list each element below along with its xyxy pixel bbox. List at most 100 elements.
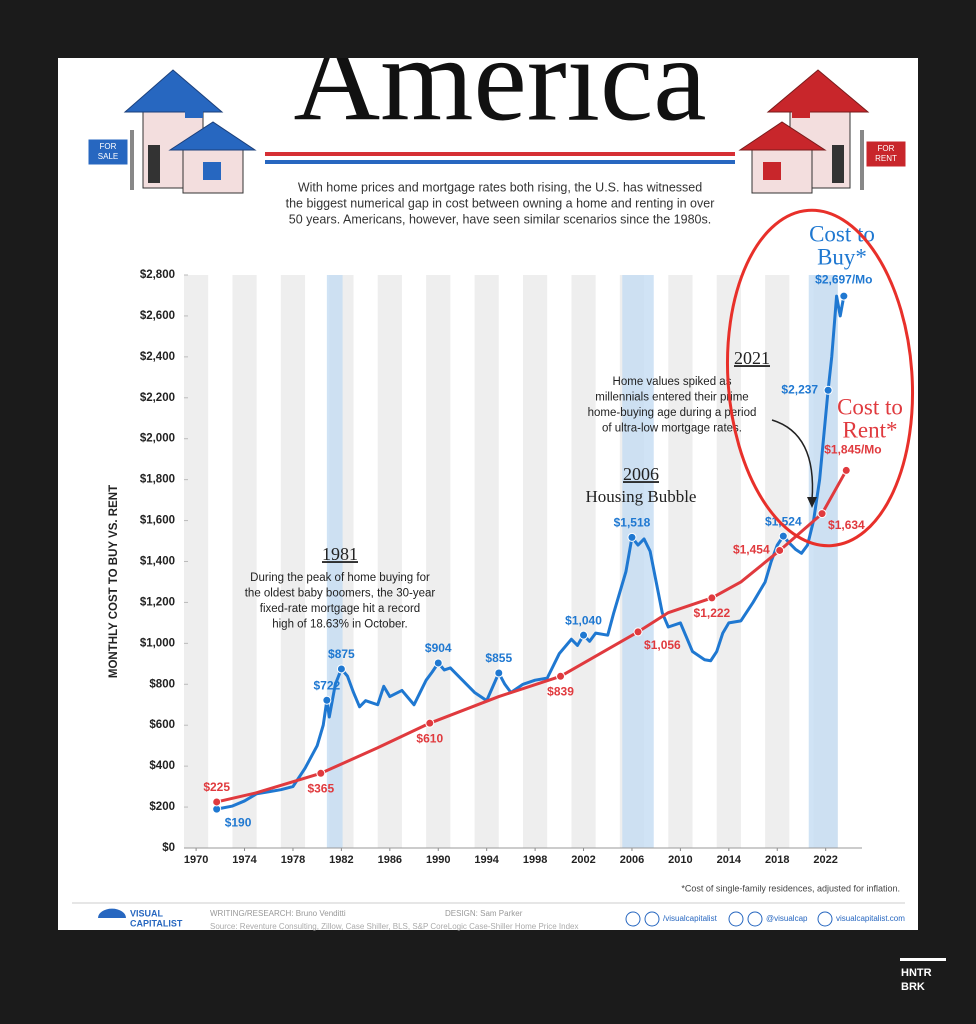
sign-text: RENT xyxy=(875,154,897,163)
stripe xyxy=(265,160,735,164)
watermark: BRK xyxy=(901,981,925,993)
social[interactable]: visualcapitalist.com xyxy=(836,914,905,923)
x-tick-label: 1998 xyxy=(523,854,547,866)
data-point xyxy=(823,385,833,395)
y-tick-label: $2,000 xyxy=(140,433,175,445)
data-point xyxy=(778,531,788,541)
social[interactable]: /visualcapitalist xyxy=(663,914,718,923)
data-label: $610 xyxy=(416,731,443,745)
data-label: $1,056 xyxy=(644,638,681,652)
data-point xyxy=(556,671,566,681)
data-label: $1,222 xyxy=(694,606,731,620)
stripe xyxy=(280,275,306,848)
data-point xyxy=(839,291,849,301)
stripe xyxy=(571,275,596,848)
x-tick-label: 2022 xyxy=(813,854,837,866)
logo-icon xyxy=(98,908,126,918)
stripe xyxy=(232,275,257,848)
logo: VISUAL xyxy=(130,908,164,918)
y-tick-label: $1,800 xyxy=(140,474,175,486)
annotation-text: the oldest baby boomers, the 30-year xyxy=(245,588,436,600)
data-label: $225 xyxy=(203,780,230,794)
highlight-band xyxy=(808,275,838,848)
y-tick-label: $2,800 xyxy=(140,269,175,281)
icon xyxy=(817,911,833,927)
annotation-text: fixed-rate mortgage hit a record xyxy=(260,603,420,615)
arrow xyxy=(771,419,814,501)
legend-label: Cost to xyxy=(837,394,903,419)
logo: CAPITALIST xyxy=(130,918,183,928)
data-point xyxy=(707,593,717,603)
icon xyxy=(728,911,744,927)
footnote: *Cost of single-family residences, adjus… xyxy=(681,883,900,893)
x-tick-label: 2014 xyxy=(717,854,742,866)
y-tick-label: $800 xyxy=(149,678,175,690)
watermark: HNTR xyxy=(901,967,932,979)
y-tick-label: $200 xyxy=(149,801,175,813)
legend-label: Rent* xyxy=(843,417,898,442)
watermark-bar xyxy=(900,958,946,961)
credit: WRITING/RESEARCH: Bruno Venditti xyxy=(210,909,346,918)
house-right xyxy=(738,69,907,194)
data-point xyxy=(322,695,332,705)
data-point xyxy=(425,718,435,728)
stripe xyxy=(184,275,209,848)
source: Source: Reventure Consulting, Zillow, Ca… xyxy=(210,922,578,931)
annotation-text: Home values spiked as xyxy=(613,376,732,388)
credit: DESIGN: Sam Parker xyxy=(445,909,523,918)
icon xyxy=(644,911,660,927)
data-label: $875 xyxy=(328,647,355,661)
chart: $0 $200 $400 $600 $800 $1,000 $1,200 $1,400 $1,6… xyxy=(108,221,903,866)
stripe xyxy=(765,275,790,848)
x-tick-label: 1974 xyxy=(232,854,257,866)
subtitle: 50 years. Americans, however, have seen … xyxy=(289,212,711,226)
x-tick-label: 1990 xyxy=(426,854,450,866)
y-tick-label: $0 xyxy=(162,842,175,854)
data-label: $1,040 xyxy=(565,613,602,627)
x-tick-label: 2006 xyxy=(620,854,644,866)
data-label: $2,237 xyxy=(781,382,818,396)
stripe xyxy=(474,275,499,848)
data-label: $1,518 xyxy=(614,516,651,530)
stripe xyxy=(523,275,548,848)
x-tick-label: 2002 xyxy=(571,854,595,866)
highlight-ellipse xyxy=(725,208,915,548)
annotation-text: During the peak of home buying for xyxy=(250,572,430,584)
data-point xyxy=(841,465,851,475)
sign-text: FOR xyxy=(878,144,895,153)
arrow-head xyxy=(807,497,817,508)
data-point xyxy=(433,658,443,668)
data-label: $365 xyxy=(307,781,334,795)
data-point xyxy=(336,664,346,674)
data-label: $904 xyxy=(425,641,452,655)
y-tick-label: $600 xyxy=(149,719,175,731)
stripe xyxy=(668,275,693,848)
title: America xyxy=(293,13,706,146)
y-tick-label: $1,600 xyxy=(140,515,175,527)
y-tick-label: $400 xyxy=(149,760,175,772)
y-tick-label: $2,600 xyxy=(140,310,175,322)
annotation-text: of ultra-low mortgage rates. xyxy=(602,423,742,435)
data-label: $1,454 xyxy=(733,543,770,557)
data-point xyxy=(494,668,504,678)
data-label: $1,845/Mo xyxy=(824,443,881,457)
social[interactable]: @visualcap xyxy=(766,914,808,923)
y-tick-label: $2,200 xyxy=(140,392,175,404)
data-label: $1,634 xyxy=(828,518,865,532)
icon xyxy=(747,911,763,927)
data-point xyxy=(775,545,785,555)
data-label: $839 xyxy=(547,684,574,698)
x-tick-label: 1986 xyxy=(378,854,402,866)
x-tick-label: 1978 xyxy=(281,854,305,866)
data-point xyxy=(316,768,326,778)
stripe xyxy=(265,152,735,156)
x-tick-label: 1982 xyxy=(329,854,353,866)
x-tick-label: 1994 xyxy=(474,854,499,866)
annotation-title: 2006 xyxy=(623,464,659,484)
data-label: $2,697/Mo xyxy=(815,272,872,286)
data-label: $855 xyxy=(485,651,512,665)
stripe xyxy=(426,275,451,848)
y-tick-label: $2,400 xyxy=(140,351,175,363)
data-point xyxy=(633,627,643,637)
